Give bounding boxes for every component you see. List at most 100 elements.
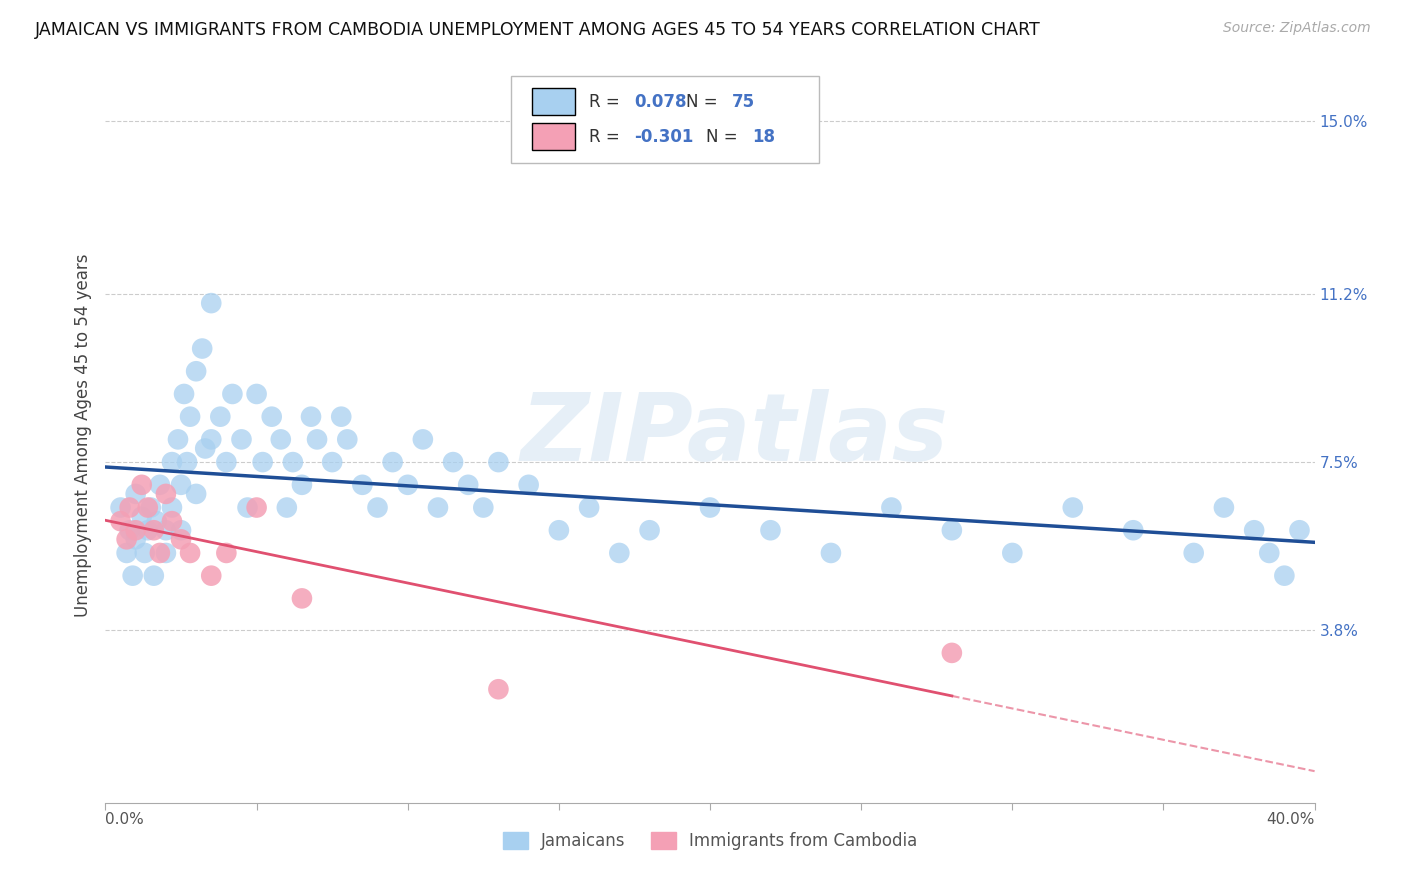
Point xyxy=(1212,500,1236,515)
Point xyxy=(131,478,153,492)
Point xyxy=(699,500,721,515)
Point xyxy=(149,546,172,560)
Point xyxy=(1243,523,1265,537)
Point xyxy=(136,500,159,515)
Text: ZIPatlas: ZIPatlas xyxy=(520,389,948,481)
Point xyxy=(200,568,222,582)
Point xyxy=(1182,546,1205,560)
Point xyxy=(1288,523,1310,537)
FancyBboxPatch shape xyxy=(533,123,575,150)
Text: Source: ZipAtlas.com: Source: ZipAtlas.com xyxy=(1223,21,1371,35)
Point xyxy=(194,442,217,456)
Text: -0.301: -0.301 xyxy=(634,128,693,145)
Point xyxy=(260,409,283,424)
Point xyxy=(236,500,259,515)
Point xyxy=(200,433,222,447)
Point xyxy=(488,455,510,469)
Point xyxy=(1274,568,1296,582)
FancyBboxPatch shape xyxy=(510,76,818,162)
Point xyxy=(160,514,183,528)
Point xyxy=(941,646,963,660)
Point xyxy=(115,533,138,547)
Point xyxy=(638,523,661,537)
Point xyxy=(472,500,495,515)
Text: 0.0%: 0.0% xyxy=(105,813,145,828)
Point xyxy=(146,514,169,528)
Point xyxy=(179,546,201,560)
Point xyxy=(941,523,963,537)
Text: N =: N = xyxy=(686,93,723,111)
Point xyxy=(252,455,274,469)
Point xyxy=(179,409,201,424)
Point xyxy=(381,455,404,469)
Point xyxy=(441,455,464,469)
Point xyxy=(110,514,132,528)
Point xyxy=(221,387,243,401)
Point xyxy=(246,387,269,401)
Point xyxy=(170,523,193,537)
Point xyxy=(142,523,165,537)
Point xyxy=(321,455,343,469)
Text: R =: R = xyxy=(589,93,626,111)
Point xyxy=(820,546,842,560)
Y-axis label: Unemployment Among Ages 45 to 54 years: Unemployment Among Ages 45 to 54 years xyxy=(73,253,91,616)
Point xyxy=(330,409,353,424)
Point xyxy=(142,568,165,582)
Point xyxy=(155,487,177,501)
Point xyxy=(246,500,269,515)
Point xyxy=(578,500,600,515)
Point xyxy=(396,478,419,492)
Point xyxy=(124,533,148,547)
Point xyxy=(352,478,374,492)
Point xyxy=(170,478,193,492)
Point xyxy=(281,455,304,469)
Point xyxy=(139,500,162,515)
Text: JAMAICAN VS IMMIGRANTS FROM CAMBODIA UNEMPLOYMENT AMONG AGES 45 TO 54 YEARS CORR: JAMAICAN VS IMMIGRANTS FROM CAMBODIA UNE… xyxy=(35,21,1040,38)
Point xyxy=(231,433,253,447)
Point xyxy=(488,682,510,697)
Text: 40.0%: 40.0% xyxy=(1267,813,1315,828)
Point xyxy=(427,500,450,515)
Text: 18: 18 xyxy=(752,128,775,145)
Point xyxy=(160,455,183,469)
Point xyxy=(170,533,193,547)
Point xyxy=(276,500,298,515)
Point xyxy=(118,523,141,537)
Point xyxy=(160,500,183,515)
Text: N =: N = xyxy=(706,128,744,145)
Point xyxy=(291,478,314,492)
Point xyxy=(412,433,434,447)
Point xyxy=(167,433,190,447)
Point xyxy=(155,523,177,537)
Point xyxy=(609,546,631,560)
Point xyxy=(121,568,143,582)
Point xyxy=(517,478,540,492)
Point xyxy=(186,364,208,378)
Point xyxy=(1258,546,1281,560)
Point xyxy=(118,500,141,515)
Point xyxy=(336,433,359,447)
Text: 75: 75 xyxy=(731,93,755,111)
Point xyxy=(299,409,322,424)
Point xyxy=(307,433,329,447)
Point xyxy=(136,523,159,537)
Point xyxy=(134,546,156,560)
Point xyxy=(191,342,214,356)
Point xyxy=(176,455,198,469)
Point xyxy=(215,546,238,560)
Point xyxy=(457,478,479,492)
Point xyxy=(124,523,148,537)
Point xyxy=(115,546,138,560)
Point xyxy=(200,296,222,310)
Point xyxy=(155,546,177,560)
Point xyxy=(215,455,238,469)
Point xyxy=(1062,500,1084,515)
Point xyxy=(186,487,208,501)
Point xyxy=(548,523,571,537)
Point xyxy=(291,591,314,606)
Point xyxy=(759,523,782,537)
Point xyxy=(366,500,388,515)
FancyBboxPatch shape xyxy=(533,88,575,115)
Point xyxy=(173,387,195,401)
Point xyxy=(1122,523,1144,537)
